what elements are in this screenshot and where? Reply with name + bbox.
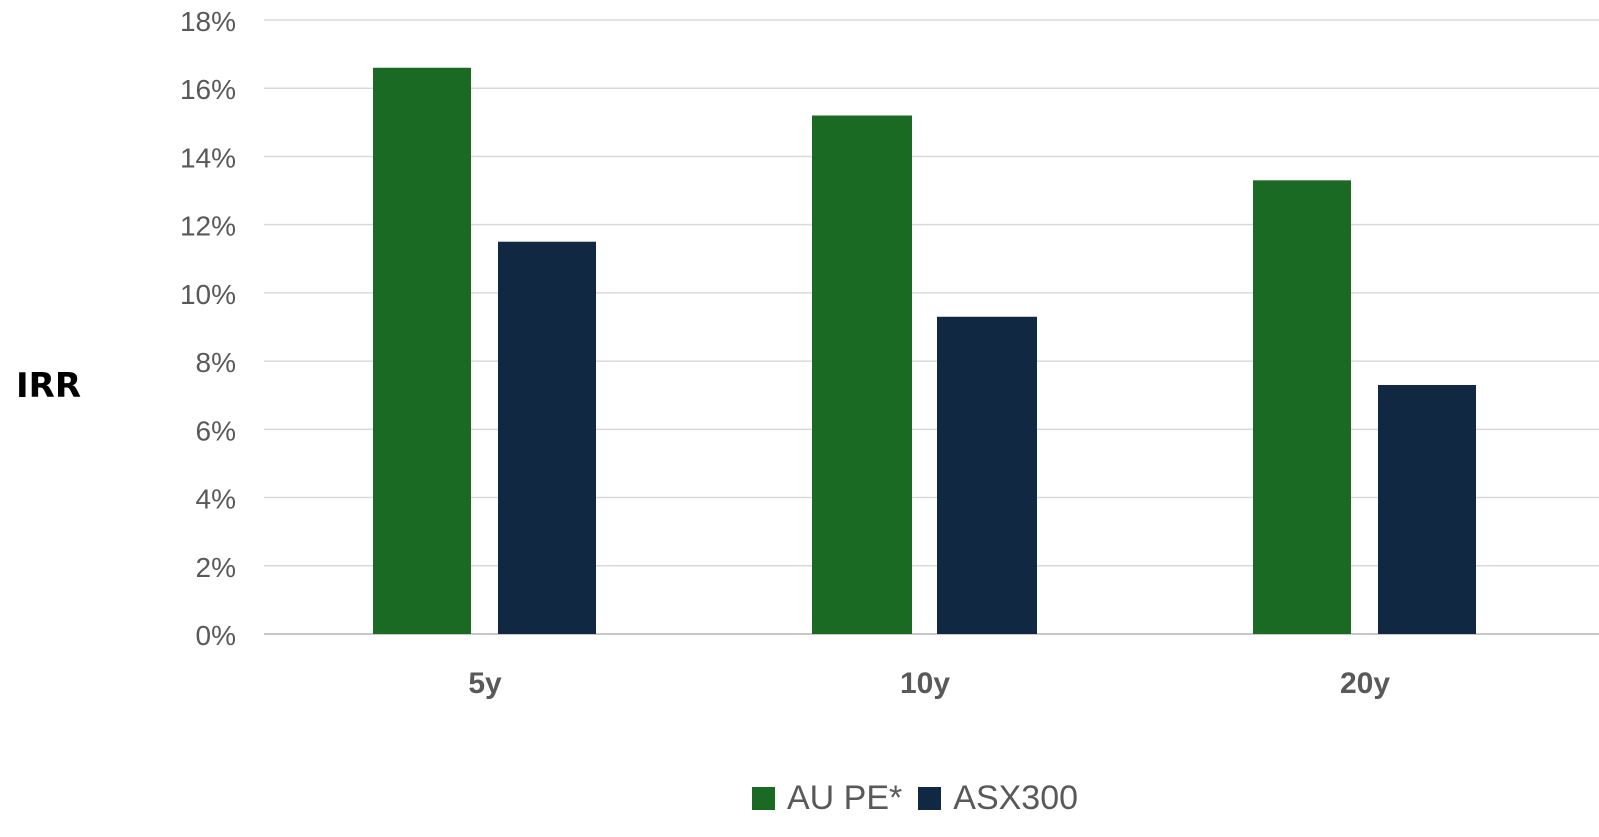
y-tick-label: 2% xyxy=(196,552,236,583)
bar-au-pe-5y xyxy=(373,67,471,634)
bar-au-pe-10y xyxy=(812,115,912,634)
legend-label-au-pe: AU PE* xyxy=(787,778,903,817)
y-tick-label: 6% xyxy=(196,415,236,446)
y-tick-label: 18% xyxy=(180,6,236,37)
legend-item-au-pe: AU PE* xyxy=(752,779,902,818)
x-tick-label: 5y xyxy=(468,667,502,700)
y-axis-label: IRR xyxy=(16,366,82,406)
legend-item-asx300: ASX300 xyxy=(918,779,1078,818)
y-tick-label: 16% xyxy=(180,74,236,105)
y-tick-label: 10% xyxy=(180,279,236,310)
y-tick-label: 4% xyxy=(196,484,236,515)
legend-swatch-asx300 xyxy=(918,786,942,810)
legend: AU PE* ASX300 xyxy=(752,774,1094,822)
x-tick-label: 10y xyxy=(900,667,950,700)
y-tick-label: 14% xyxy=(180,142,236,173)
bar-au-pe-20y xyxy=(1253,180,1351,635)
y-tick-label: 0% xyxy=(196,620,236,651)
legend-label-asx300: ASX300 xyxy=(953,778,1079,817)
bar-asx300-5y xyxy=(498,241,596,634)
y-tick-label: 12% xyxy=(180,211,236,242)
bar-asx300-10y xyxy=(937,316,1037,634)
x-tick-label: 20y xyxy=(1340,667,1390,700)
legend-swatch-au-pe xyxy=(752,786,775,810)
bar-asx300-20y xyxy=(1378,384,1476,634)
y-tick-label: 8% xyxy=(196,347,236,378)
